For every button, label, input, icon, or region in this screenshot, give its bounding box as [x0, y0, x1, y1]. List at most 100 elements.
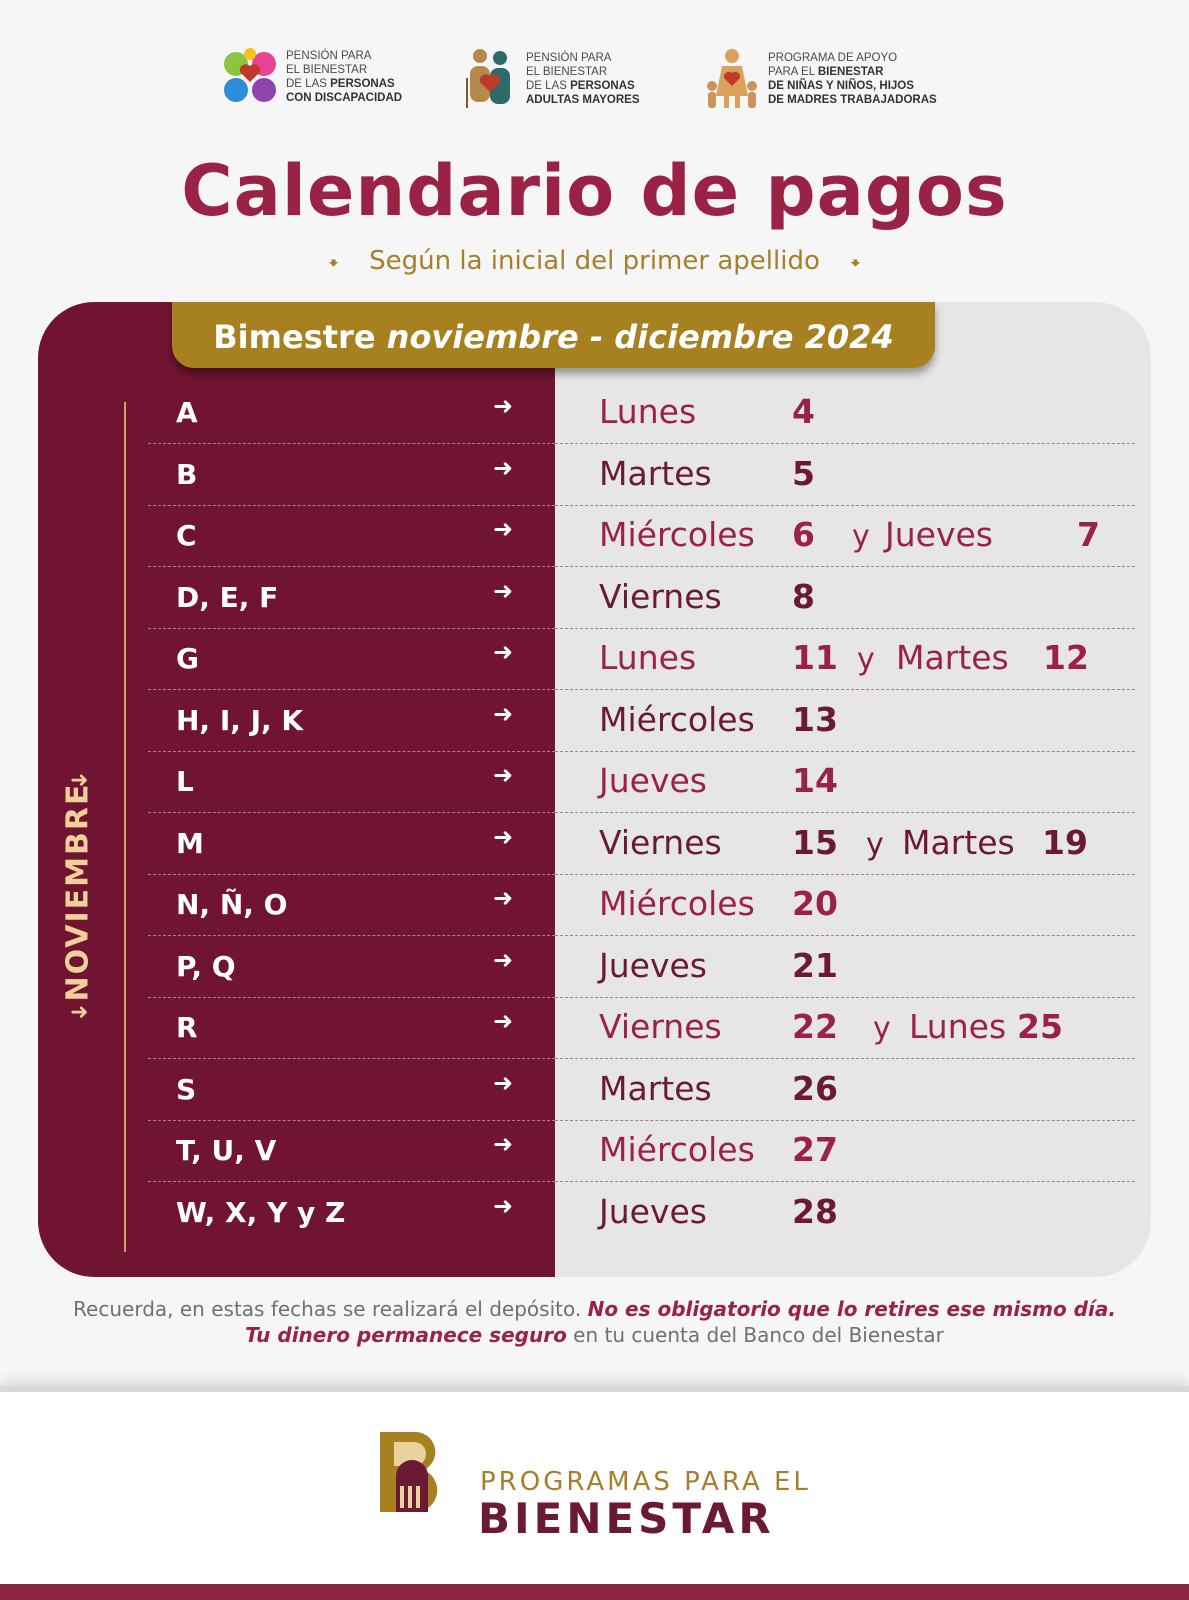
row-date: 15 [792, 822, 838, 862]
bottom-bar [0, 1584, 1189, 1600]
right-arrow-icon: ➜ [493, 1068, 514, 1097]
logo1-line3b: PERSONAS [330, 78, 395, 90]
logo-ninos: PROGRAMA DE APOYO PARA EL BIENESTAR DE N… [704, 48, 937, 110]
row-day2: Lunes [909, 1007, 1007, 1046]
row-day: Viernes [599, 822, 722, 862]
right-arrow-icon: ➜ [493, 392, 514, 420]
schedule-row: L ➜ Jueves 14 [38, 751, 1151, 813]
right-arrow-icon: ➜ [493, 822, 514, 851]
row-letters: P, Q [176, 949, 236, 983]
row-separator [148, 627, 555, 629]
right-arrow-icon: ➜ [493, 1191, 514, 1220]
row-separator [148, 1181, 555, 1182]
row-separator [148, 1058, 555, 1059]
row-separator [555, 504, 1135, 506]
row-connector: y [852, 519, 870, 554]
right-arrow-icon: ➜ [493, 945, 514, 974]
schedule-row: C ➜ Miércoles 6 y Jueves 7 [38, 505, 1151, 567]
right-arrow-icon: ➜ [493, 453, 514, 482]
row-letters: G [176, 642, 199, 675]
logo2-line4: ADULTAS MAYORES [526, 94, 640, 106]
logo1-line2: EL BIENESTAR [286, 64, 368, 76]
down-arrow-icon: 🠻 [328, 253, 340, 274]
row-separator [555, 627, 1135, 629]
banner-prefix: Bimestre [213, 318, 376, 356]
row-letters: H, I, J, K [176, 703, 304, 737]
row-letters: L [176, 765, 194, 798]
row-separator [148, 1119, 555, 1121]
period-banner: Bimestre noviembre - diciembre 2024 [172, 302, 935, 368]
row-day: Lunes [599, 638, 697, 677]
logo1-line1: PENSIÓN PARA [286, 50, 372, 62]
row-letters: N, Ñ, O [176, 888, 288, 921]
schedule-row: T, U, V ➜ Miércoles 27 [38, 1120, 1151, 1182]
reminder-note: Recuerda, en estas fechas se realizará e… [0, 1296, 1189, 1348]
row-separator [555, 1119, 1135, 1121]
row-date2: 19 [1042, 822, 1088, 862]
logo3-line4: DE MADRES TRABAJADORAS [768, 94, 937, 106]
row-day2: Martes [896, 638, 1009, 677]
row-separator [148, 566, 555, 567]
bienestar-logo-icon [380, 1432, 438, 1512]
row-separator [555, 443, 1135, 444]
row-separator [555, 873, 1135, 875]
right-arrow-icon: ➜ [493, 699, 514, 728]
logo1-line3: DE LAS [286, 78, 327, 90]
row-separator [555, 566, 1135, 567]
row-day: Jueves [599, 945, 707, 985]
schedule-row: S ➜ Martes 26 [38, 1059, 1151, 1121]
row-date: 20 [792, 884, 838, 923]
right-arrow-icon: ➜ [493, 515, 514, 543]
schedule-row: B ➜ Martes 5 [38, 444, 1151, 506]
row-separator [555, 1058, 1135, 1059]
right-arrow-icon: ➜ [493, 1007, 514, 1035]
row-date: 5 [792, 453, 815, 493]
adultos-mayores-icon [466, 49, 510, 108]
row-day: Lunes [599, 392, 697, 431]
note-part1: Recuerda, en estas fechas se realizará e… [73, 1297, 582, 1321]
row-date: 22 [792, 1007, 838, 1046]
note-part3: Tu dinero permanece seguro [245, 1323, 567, 1347]
schedule-row: H, I, J, K ➜ Miércoles 13 [38, 690, 1151, 752]
banner-period: noviembre - diciembre 2024 [386, 318, 894, 356]
schedule-row: P, Q ➜ Jueves 21 [38, 936, 1151, 998]
row-day2: Jueves [885, 515, 993, 554]
row-letters: D, E, F [176, 580, 279, 614]
row-separator [148, 873, 555, 875]
schedule-row: G ➜ Lunes 11 y Martes 12 [38, 628, 1151, 690]
logo-discapacidad: PENSIÓN PARA EL BIENESTAR DE LAS PERSONA… [222, 48, 402, 106]
row-connector: y [866, 826, 884, 862]
row-date: 28 [792, 1191, 838, 1231]
row-date: 11 [792, 638, 838, 677]
note-part4: en tu cuenta del Banco del Bienestar [573, 1323, 944, 1347]
schedule-row: R ➜ Viernes 22 y Lunes 25 [38, 997, 1151, 1059]
logo2-line3b: PERSONAS [570, 80, 635, 92]
brand-line1: PROGRAMAS PARA EL [480, 1467, 811, 1497]
divider-line [124, 402, 126, 1252]
row-connector: y [857, 642, 875, 677]
row-letters: M [176, 826, 204, 860]
right-arrow-icon: ➜ [493, 1130, 514, 1158]
row-day: Miércoles [599, 699, 755, 739]
logo3-line2a: PARA EL [768, 66, 815, 78]
logo3-line3: DE NIÑAS Y NIÑOS, HIJOS [768, 80, 914, 92]
row-date: 21 [792, 945, 838, 985]
logo3-line2b: BIENESTAR [817, 66, 884, 78]
row-separator [148, 996, 555, 998]
schedule-row: D, E, F ➜ Viernes 8 [38, 567, 1151, 629]
row-date: 6 [792, 515, 815, 554]
program-logos: PENSIÓN PARA EL BIENESTAR DE LAS PERSONA… [0, 48, 1189, 118]
discapacidad-icon [224, 48, 276, 102]
row-day: Jueves [599, 761, 707, 800]
row-day: Miércoles [599, 1130, 755, 1169]
row-date: 8 [792, 576, 815, 616]
row-separator [555, 689, 1135, 690]
row-letters: A [176, 396, 198, 429]
row-letters: C [176, 519, 197, 552]
logo2-line3: DE LAS [526, 80, 567, 92]
right-arrow-icon: ➜ [493, 638, 514, 666]
row-date2: 12 [1043, 638, 1089, 677]
row-date2: 7 [1077, 515, 1100, 554]
row-date: 13 [792, 699, 838, 739]
row-date2: 25 [1017, 1007, 1063, 1046]
